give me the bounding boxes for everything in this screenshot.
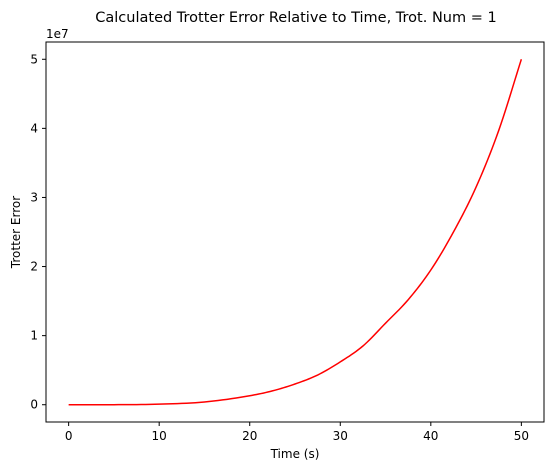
plot-area <box>68 59 523 406</box>
x-tick-label: 20 <box>242 429 257 443</box>
x-tick-label: 30 <box>333 429 348 443</box>
x-tick-label: 0 <box>65 429 73 443</box>
x-tick-label: 50 <box>514 429 529 443</box>
x-tick-label: 40 <box>423 429 438 443</box>
y-tick-label: 3 <box>30 190 38 204</box>
y-tick-label: 5 <box>30 52 38 66</box>
y-tick-label: 4 <box>30 121 38 135</box>
chart-title: Calculated Trotter Error Relative to Tim… <box>95 10 496 26</box>
y-tick-label: 0 <box>30 398 38 412</box>
y-axis: 0 1 2 3 4 5 <box>30 52 46 412</box>
x-tick-label: 10 <box>152 429 167 443</box>
y-tick-label: 2 <box>30 260 38 274</box>
x-axis-label: Time (s) <box>270 447 320 461</box>
series-line-0 <box>68 59 523 406</box>
y-offset-label: 1e7 <box>46 27 69 41</box>
y-tick-label: 1 <box>30 329 38 343</box>
plot-frame <box>45 41 545 423</box>
y-axis-label: Trotter Error <box>9 196 23 269</box>
x-axis: 0 10 20 30 40 50 <box>65 422 529 443</box>
